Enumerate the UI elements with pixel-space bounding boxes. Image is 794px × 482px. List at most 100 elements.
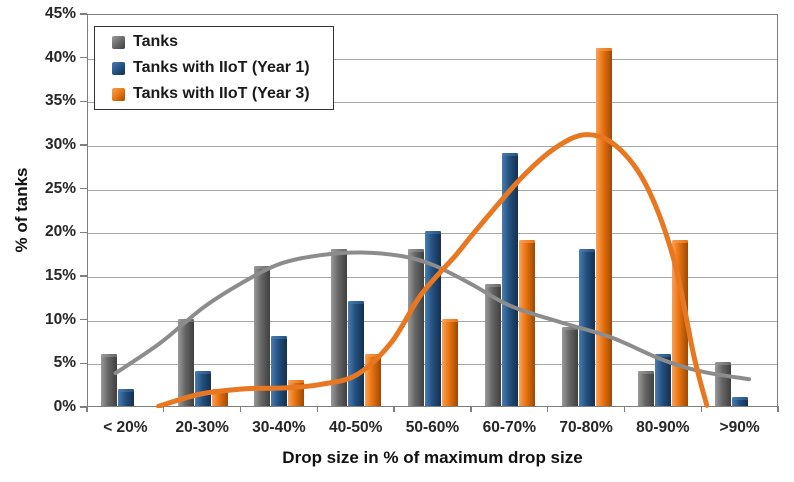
y-tick-label: 10% xyxy=(44,310,76,328)
y-tick-label: 30% xyxy=(44,136,76,153)
legend-row-year1: Tanks with IIoT (Year 1) xyxy=(112,57,333,79)
x-tick-label: 20-30% xyxy=(175,419,229,436)
y-tick-label: 20% xyxy=(44,223,76,241)
y-tick-label: 40% xyxy=(44,48,76,66)
bar-cap xyxy=(348,301,365,305)
gridline xyxy=(88,58,777,60)
bar-year3 xyxy=(672,240,689,406)
bar-year3 xyxy=(518,240,535,406)
y-tick-label: 25% xyxy=(44,179,76,197)
y-tick-mark xyxy=(80,13,87,15)
bar-cap xyxy=(561,327,578,331)
bar-cap xyxy=(211,388,228,392)
legend-label: Tanks with IIoT (Year 3) xyxy=(133,85,310,102)
y-tick-label: 5% xyxy=(53,354,76,372)
bar-tanks xyxy=(715,362,732,406)
bar-year1 xyxy=(348,301,365,406)
gridline xyxy=(88,189,777,191)
y-tick-label: 45% xyxy=(44,5,76,22)
legend-swatch-year1-icon xyxy=(112,61,125,75)
x-tick-label: 40-50% xyxy=(328,419,383,436)
x-tick-mark xyxy=(470,406,472,412)
bar-cap xyxy=(117,388,134,392)
legend-label: Tanks with IIoT (Year 1) xyxy=(133,59,310,76)
legend-swatch-year3-icon xyxy=(112,87,125,101)
bar-cap xyxy=(638,371,655,375)
bar-cap xyxy=(100,353,117,357)
bar-cap xyxy=(331,248,348,252)
bar-tanks xyxy=(638,371,655,406)
y-tick-mark xyxy=(80,100,87,102)
y-tick-label: 0% xyxy=(53,398,76,415)
x-tick-mark xyxy=(393,406,395,412)
bar-year1 xyxy=(194,371,211,406)
bar-cap xyxy=(271,336,288,340)
x-tick-mark xyxy=(316,406,318,412)
y-tick-label: 15% xyxy=(44,267,76,284)
bar-cap xyxy=(578,248,595,252)
bar-tanks xyxy=(408,248,424,406)
bar-year1 xyxy=(655,353,672,406)
bar-cap xyxy=(595,47,612,51)
bar-cap xyxy=(484,283,501,287)
bar-tanks xyxy=(331,248,348,406)
plot-area xyxy=(87,14,778,408)
y-tick-mark xyxy=(80,188,87,190)
bar-cap xyxy=(442,318,458,322)
bar-cap xyxy=(288,379,305,383)
bar-cap xyxy=(655,353,672,357)
bar-year1 xyxy=(501,152,518,406)
bar-cap xyxy=(365,353,382,357)
legend: Tanks Tanks with IIoT (Year 1) Tanks wit… xyxy=(94,26,334,110)
bar-year3 xyxy=(365,353,382,406)
bar-cap xyxy=(425,231,441,235)
bar-year3 xyxy=(442,318,458,406)
x-tick-label: 70-80% xyxy=(559,419,613,436)
x-tick-label: >90% xyxy=(719,419,760,436)
bar-year1 xyxy=(732,397,749,406)
x-tick-label: 80-90% xyxy=(636,419,690,436)
bar-cap xyxy=(194,371,211,375)
x-tick-mark xyxy=(239,406,242,412)
bar-cap xyxy=(177,318,194,322)
y-tick-mark xyxy=(80,57,87,59)
bar-tanks xyxy=(177,318,194,406)
bar-tanks xyxy=(484,283,501,406)
bar-year1 xyxy=(117,388,134,406)
y-tick-mark xyxy=(80,275,87,277)
bar-cap xyxy=(408,248,424,252)
bar-cap xyxy=(254,266,271,270)
legend-row-year3: Tanks with IIoT (Year 3) xyxy=(112,83,333,105)
x-tick-label: 50-60% xyxy=(405,419,460,436)
bar-cap xyxy=(715,362,732,366)
bar-tanks xyxy=(100,353,117,406)
bar-year3 xyxy=(595,47,612,406)
y-tick-mark xyxy=(80,144,87,146)
legend-row-tanks: Tanks xyxy=(112,31,333,53)
bar-tanks xyxy=(561,327,578,406)
x-tick-mark xyxy=(547,406,549,412)
bar-year3 xyxy=(211,388,228,406)
x-tick-mark xyxy=(86,406,88,412)
bar-cap xyxy=(501,152,518,156)
y-tick-mark xyxy=(80,406,87,408)
y-tick-mark xyxy=(80,319,87,321)
x-tick-label: 60-70% xyxy=(482,419,537,436)
bar-tanks xyxy=(254,266,271,406)
gridline xyxy=(88,146,777,147)
bar-year1 xyxy=(425,231,441,406)
y-tick-label: 35% xyxy=(44,92,76,110)
gridline xyxy=(88,102,777,104)
y-tick-mark xyxy=(80,231,87,233)
bar-cap xyxy=(518,240,535,244)
bar-cap xyxy=(672,240,689,244)
x-tick-label: 30-40% xyxy=(252,419,306,436)
bar-cap xyxy=(732,397,749,401)
x-axis-title: Drop size in % of maximum drop size xyxy=(282,448,583,467)
bar-year1 xyxy=(578,248,595,406)
legend-swatch-tanks-icon xyxy=(112,35,125,49)
x-tick-mark xyxy=(163,406,165,412)
x-tick-mark xyxy=(700,406,702,412)
bar-year3 xyxy=(288,379,305,406)
